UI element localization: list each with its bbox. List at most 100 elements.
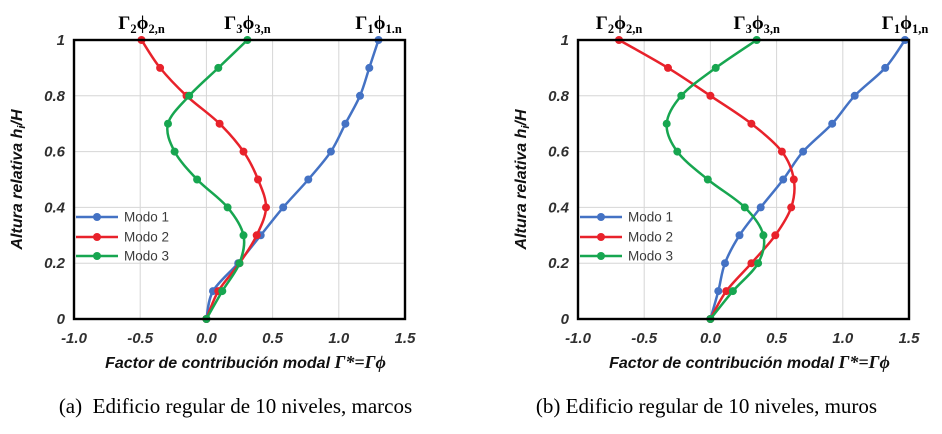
- modo-2-marker: [747, 259, 756, 268]
- y-tick-label: 0.6: [548, 144, 570, 161]
- modo-2-marker: [156, 63, 165, 72]
- y-axis-title: Altura relativa hi/H: [513, 109, 532, 250]
- modo-2-marker: [777, 147, 786, 156]
- y-tick-label: 0.2: [44, 255, 66, 272]
- x-tick-label: 0.5: [766, 330, 788, 347]
- x-tick-label: -1.0: [61, 330, 88, 347]
- legend-label-modo-2: Modo 2: [628, 230, 673, 245]
- x-axis-title: Factor de contribución modal Γ*=Γϕ: [105, 352, 386, 372]
- y-tick-label: 0: [57, 311, 66, 328]
- modo-3-marker: [740, 203, 749, 212]
- y-tick-label: 0.4: [548, 199, 570, 216]
- legend-marker-modo-2: [597, 233, 605, 241]
- modo-2-marker: [254, 175, 262, 184]
- x-tick-label: 1.5: [899, 330, 921, 347]
- modo-3-marker: [677, 91, 686, 100]
- modo-2-marker: [664, 63, 672, 72]
- y-tick-label: 0: [561, 311, 570, 328]
- mode-annotation: Γ3ϕ3,n: [733, 13, 780, 36]
- modo-3-marker: [193, 175, 202, 184]
- chart-a-plot: -1.0 -0.5 0.0 0.5 1.0 1.5 1 0.8 0.6 0.4 0.2 0 Factor…: [9, 13, 417, 372]
- mode-annotation: Γ3ϕ3,n: [224, 13, 271, 36]
- modo-1-marker: [735, 231, 744, 240]
- legend-label-modo-2: Modo 2: [124, 230, 169, 245]
- y-tick-label: 1: [57, 32, 65, 49]
- modo-3-marker: [164, 119, 172, 128]
- modo-3-marker: [185, 91, 194, 100]
- modo-1-marker: [341, 119, 350, 128]
- modo-3-marker: [170, 147, 179, 156]
- chart-a-block: -1.0 -0.5 0.0 0.5 1.0 1.5 1 0.8 0.6 0.4 0.2 0 Factor…: [9, 13, 417, 418]
- legend-marker-modo-1: [597, 213, 605, 221]
- modo-2-marker: [215, 119, 224, 128]
- modo-3-marker: [711, 63, 720, 72]
- y-tick-label: 1: [561, 32, 569, 49]
- modo-1-marker: [881, 63, 890, 72]
- y-tick-label: 0.8: [44, 88, 66, 105]
- legend-marker-modo-2: [93, 233, 101, 241]
- legend-marker-modo-1: [93, 213, 101, 221]
- modo-3-marker: [673, 147, 682, 156]
- legend-label-modo-3: Modo 3: [628, 249, 673, 264]
- x-tick-label: -1.0: [565, 330, 592, 347]
- legend-label-modo-3: Modo 3: [124, 249, 169, 264]
- mode-annotation: Γ1ϕ1.n: [355, 13, 402, 36]
- legend-label-modo-1: Modo 1: [124, 210, 169, 225]
- chart-b-plot: -1.0 -0.5 0.0 0.5 1.0 1.5 1 0.8 0.6 0.4 0.2 0 Factor…: [513, 13, 928, 372]
- modo-2-marker: [722, 287, 731, 296]
- modo-3-marker: [703, 175, 712, 184]
- x-tick-label: -0.5: [631, 330, 658, 347]
- y-tick-label: 0.8: [548, 88, 570, 105]
- legend-label-modo-1: Modo 1: [628, 210, 673, 225]
- modo-1-marker: [756, 203, 765, 212]
- modo-2-marker: [252, 231, 261, 240]
- modo-3-line: [665, 38, 766, 320]
- x-axis-title: Factor de contribución modal Γ*=Γϕ: [609, 352, 890, 372]
- modo-1-marker: [799, 147, 808, 156]
- modo-1-marker: [356, 91, 364, 100]
- modo-1-marker: [304, 175, 313, 184]
- modo-3-marker: [239, 231, 248, 240]
- modo-3-marker: [235, 259, 244, 268]
- x-tick-label: 0.0: [196, 330, 218, 347]
- modo-1-marker: [714, 287, 723, 296]
- modo-2-marker: [706, 91, 715, 100]
- y-axis-title: Altura relativa hi/H: [9, 109, 28, 250]
- modo-3-marker: [214, 63, 223, 72]
- modo-3-marker: [223, 203, 232, 212]
- modo-1-marker: [279, 203, 288, 212]
- modo-2-marker: [789, 175, 798, 184]
- modo-2-marker: [771, 231, 780, 240]
- modo-1-marker: [779, 175, 788, 184]
- legend-marker-modo-3: [597, 252, 605, 260]
- mode-annotation: Γ2ϕ2,n: [596, 13, 643, 36]
- chart-a-caption: (a) Edificio regular de 10 niveles, marc…: [58, 394, 413, 418]
- y-tick-label: 0.6: [44, 144, 66, 161]
- modo-3-marker: [728, 287, 737, 296]
- modo-2-marker: [239, 147, 248, 156]
- y-tick-label: 0.4: [44, 199, 66, 216]
- modo-2-marker: [787, 203, 796, 212]
- modo-1-marker: [721, 259, 729, 268]
- x-tick-label: 1.0: [328, 330, 350, 347]
- modo-2-marker: [747, 119, 756, 128]
- modo-3-line: [166, 39, 249, 320]
- x-tick-label: 0.5: [262, 330, 284, 347]
- plot-border: [72, 38, 407, 321]
- x-tick-label: 1.0: [832, 330, 854, 347]
- modo-1-marker: [828, 119, 837, 128]
- x-tick-label: 0.0: [700, 330, 722, 347]
- mode-annotation: Γ2ϕ2,n: [118, 13, 165, 36]
- modo-3-marker: [759, 231, 768, 240]
- chart-b-block: -1.0 -0.5 0.0 0.5 1.0 1.5 1 0.8 0.6 0.4 0.2 0 Factor…: [471, 0, 942, 434]
- modo-1-marker: [326, 147, 335, 156]
- modo-3-marker: [218, 287, 227, 296]
- modo-3-marker: [662, 119, 671, 128]
- modo-3-marker: [754, 259, 763, 268]
- x-tick-label: 1.5: [395, 330, 417, 347]
- chart-b-caption: (b) Edificio regular de 10 niveles, muro…: [535, 394, 878, 418]
- modo-1-marker: [850, 91, 859, 100]
- plot-border: [576, 38, 911, 321]
- y-tick-label: 0.2: [548, 255, 570, 272]
